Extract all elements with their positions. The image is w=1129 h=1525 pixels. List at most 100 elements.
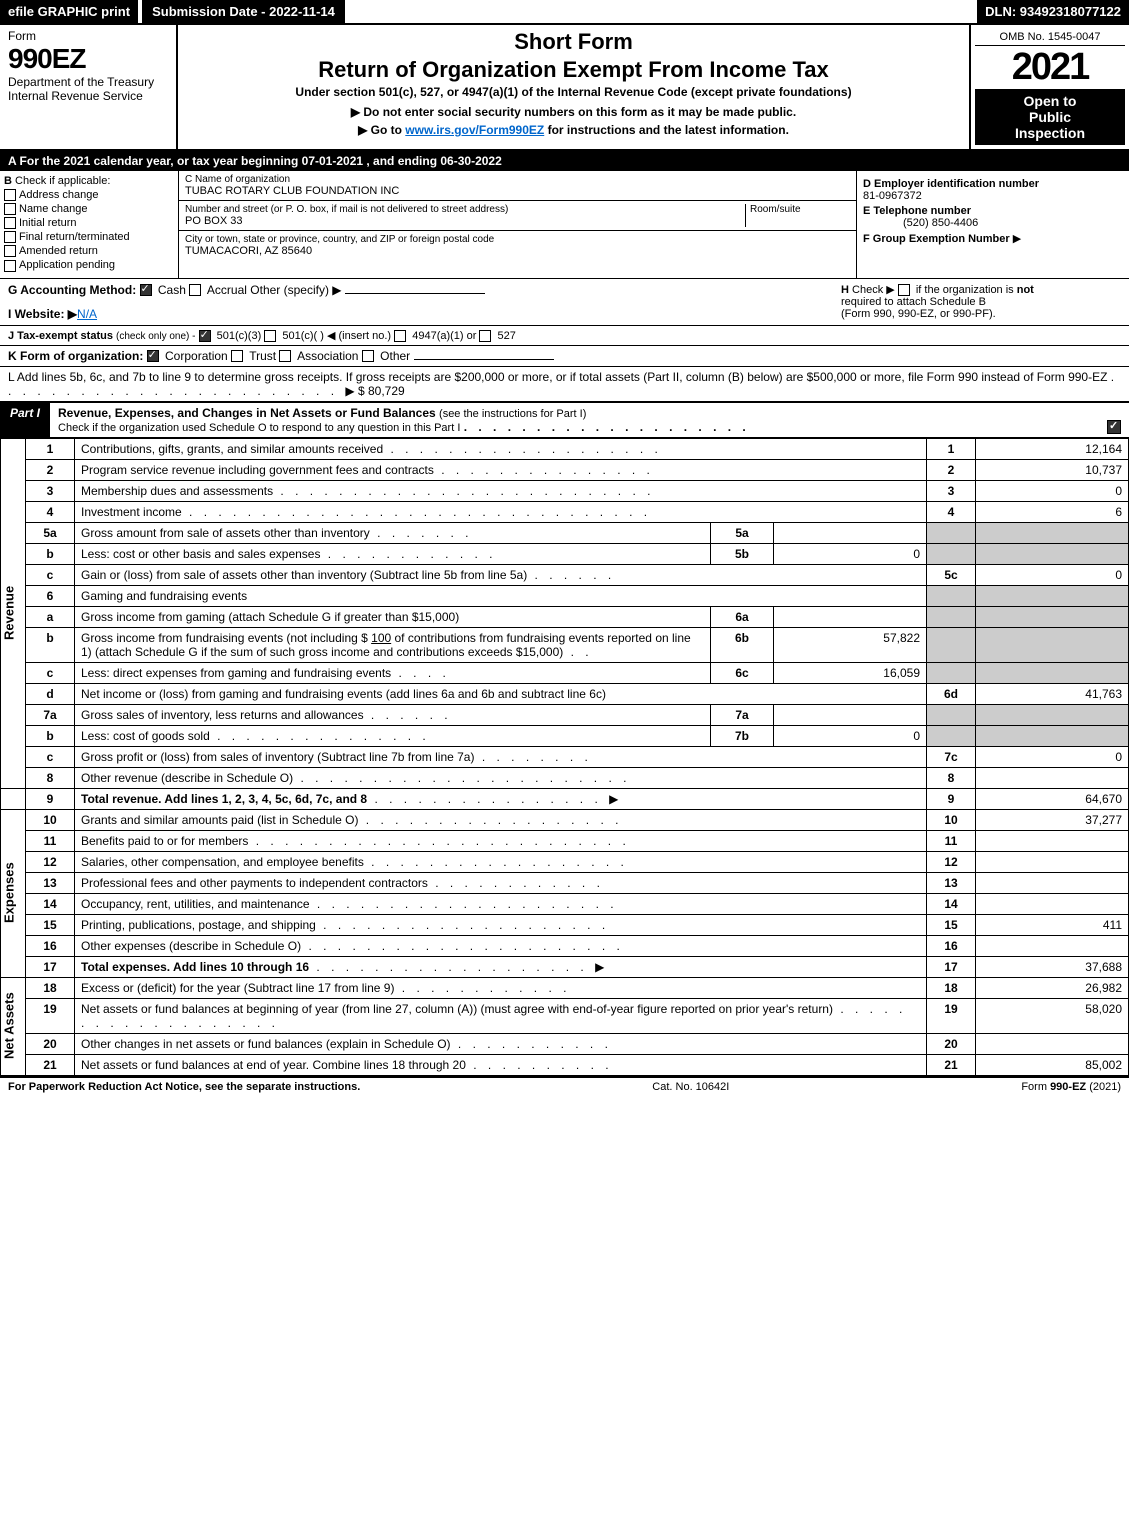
line-num: 15 xyxy=(26,914,75,935)
website-value[interactable]: N/A xyxy=(77,307,97,321)
checkbox-icon xyxy=(4,260,16,272)
city-label: City or town, state or province, country… xyxy=(185,234,850,245)
checkbox-initial-return[interactable]: Initial return xyxy=(4,217,174,229)
footer-center: Cat. No. 10642I xyxy=(652,1081,729,1093)
checkbox-501c3[interactable] xyxy=(199,330,211,342)
line-num: 6 xyxy=(26,585,75,606)
grey-cell xyxy=(976,606,1129,627)
table-row: 19 Net assets or fund balances at beginn… xyxy=(1,998,1129,1033)
checkbox-501c[interactable] xyxy=(264,330,276,342)
irs-link[interactable]: www.irs.gov/Form990EZ xyxy=(405,123,544,137)
checkbox-icon xyxy=(4,245,16,257)
sub-num: 6c xyxy=(711,662,774,683)
submission-date-button[interactable]: Submission Date - 2022-11-14 xyxy=(142,0,345,23)
sub-num: 5a xyxy=(711,522,774,543)
line-desc: Gross sales of inventory, less returns a… xyxy=(75,704,711,725)
table-row: b Less: cost or other basis and sales ex… xyxy=(1,543,1129,564)
footer-right-form: 990-EZ xyxy=(1050,1081,1086,1093)
line-desc: Net assets or fund balances at beginning… xyxy=(75,998,927,1033)
top-bar-left: efile GRAPHIC print Submission Date - 20… xyxy=(0,0,345,23)
value-cell: 6 xyxy=(976,501,1129,522)
value-cell: 12,164 xyxy=(976,438,1129,459)
checkbox-cash[interactable] xyxy=(140,284,152,296)
street-address: PO BOX 33 xyxy=(185,215,745,227)
line-i-label: I Website: ▶ xyxy=(8,307,77,321)
arrow-icon: ▶ xyxy=(595,960,604,974)
part-1-checkbox[interactable] xyxy=(1107,420,1121,434)
line-num: b xyxy=(26,627,75,662)
line-desc: Membership dues and assessments . . . . … xyxy=(75,480,927,501)
dept-line-1: Department of the Treasury xyxy=(8,75,168,89)
checkbox-trust[interactable] xyxy=(231,350,243,362)
tax-year: 2021 xyxy=(975,46,1125,89)
checkbox-h[interactable] xyxy=(898,284,910,296)
line-num: 2 xyxy=(26,459,75,480)
desc-text: Program service revenue including govern… xyxy=(81,463,434,477)
col-num: 7c xyxy=(927,746,976,767)
sub-num: 6a xyxy=(711,606,774,627)
checkbox-icon xyxy=(4,217,16,229)
checkbox-accrual[interactable] xyxy=(189,284,201,296)
line-desc: Excess or (deficit) for the year (Subtra… xyxy=(75,977,927,998)
opt-association: Association xyxy=(297,349,358,363)
line-num: 7a xyxy=(26,704,75,725)
header-left: Form 990EZ Department of the Treasury In… xyxy=(0,25,178,149)
col-num: 13 xyxy=(927,872,976,893)
bullet-2: ▶ Go to www.irs.gov/Form990EZ for instru… xyxy=(188,123,959,137)
line-l-arrow: ▶ $ xyxy=(345,384,364,398)
desc-text: Net assets or fund balances at end of ye… xyxy=(81,1058,466,1072)
checkbox-icon xyxy=(4,189,16,201)
col-num: 12 xyxy=(927,851,976,872)
line-desc: Net assets or fund balances at end of ye… xyxy=(75,1054,927,1075)
checkbox-4947[interactable] xyxy=(394,330,406,342)
desc-text: Total expenses. Add lines 10 through 16 xyxy=(81,960,309,974)
other-org-blank xyxy=(414,359,554,360)
other-label: Other (specify) ▶ xyxy=(250,283,341,297)
checkbox-final-return[interactable]: Final return/terminated xyxy=(4,231,174,243)
table-row: 8 Other revenue (describe in Schedule O)… xyxy=(1,767,1129,788)
grey-cell xyxy=(976,662,1129,683)
part-1-label: Part I xyxy=(0,403,50,437)
title-short-form: Short Form xyxy=(188,29,959,55)
dept-line-2: Internal Revenue Service xyxy=(8,89,168,103)
checkbox-name-change[interactable]: Name change xyxy=(4,203,174,215)
line-desc: Less: cost of goods sold . . . . . . . .… xyxy=(75,725,711,746)
line-desc: Other expenses (describe in Schedule O) … xyxy=(75,935,927,956)
form-number: 990EZ xyxy=(8,43,168,75)
checkbox-amended-return[interactable]: Amended return xyxy=(4,245,174,257)
checkbox-527[interactable] xyxy=(479,330,491,342)
value-cell: 10,737 xyxy=(976,459,1129,480)
col-num: 1 xyxy=(927,438,976,459)
efile-print-button[interactable]: efile GRAPHIC print xyxy=(0,0,138,23)
value-cell: 64,670 xyxy=(976,788,1129,809)
dots-icon: . . . . xyxy=(391,666,450,680)
sub-value: 57,822 xyxy=(774,627,927,662)
street-label: Number and street (or P. O. box, if mail… xyxy=(185,204,745,215)
checkbox-application-pending[interactable]: Application pending xyxy=(4,259,174,271)
bullet-2-pre: ▶ Go to xyxy=(358,123,405,137)
table-row: 21 Net assets or fund balances at end of… xyxy=(1,1054,1129,1075)
table-row: 6 Gaming and fundraising events xyxy=(1,585,1129,606)
col-num: 21 xyxy=(927,1054,976,1075)
checkbox-address-change[interactable]: Address change xyxy=(4,189,174,201)
dots-icon: . . . . . . . . . . . . xyxy=(428,876,604,890)
value-cell xyxy=(976,851,1129,872)
line-num: 11 xyxy=(26,830,75,851)
checkbox-corporation[interactable] xyxy=(147,350,159,362)
table-row: 2 Program service revenue including gove… xyxy=(1,459,1129,480)
line-num: 19 xyxy=(26,998,75,1033)
line-h-text4: (Form 990, 990-EZ, or 990-PF). xyxy=(841,308,996,320)
part-1-header: Part I Revenue, Expenses, and Changes in… xyxy=(0,403,1129,438)
table-row: c Gain or (loss) from sale of assets oth… xyxy=(1,564,1129,585)
dots-icon: . . . . . . . . . . . . . . . . . . . . … xyxy=(182,505,651,519)
checkbox-association[interactable] xyxy=(279,350,291,362)
grey-cell xyxy=(976,627,1129,662)
dots-icon: . . . . . . . . . . . . . . . . . . . . … xyxy=(301,939,624,953)
desc-text: Gross sales of inventory, less returns a… xyxy=(81,708,364,722)
line-num: d xyxy=(26,683,75,704)
checkbox-other-org[interactable] xyxy=(362,350,374,362)
line-num: a xyxy=(26,606,75,627)
col-num: 11 xyxy=(927,830,976,851)
col-num: 14 xyxy=(927,893,976,914)
grey-cell xyxy=(976,725,1129,746)
